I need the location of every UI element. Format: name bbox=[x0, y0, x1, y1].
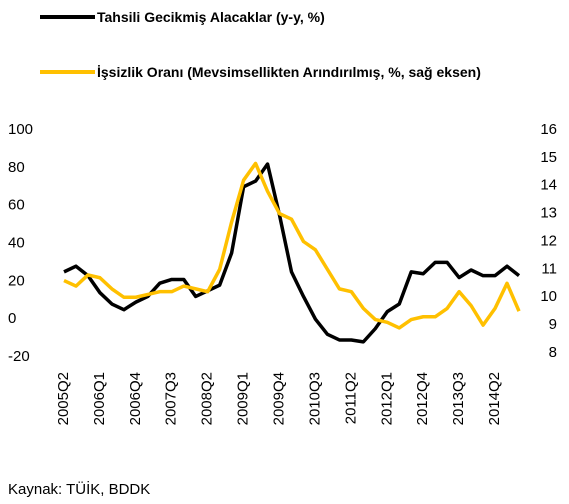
x-tick-label: 2011Q2 bbox=[342, 372, 359, 424]
x-tick-label: 2008Q2 bbox=[199, 372, 216, 425]
y-tick-label: 0 bbox=[8, 310, 16, 327]
y-tick-label: 20 bbox=[8, 272, 25, 289]
x-tick-label: 2006Q4 bbox=[127, 372, 144, 425]
y-tick-label: 80 bbox=[8, 159, 25, 176]
y2-tick-label: 15 bbox=[540, 149, 557, 166]
x-tick-label: 2014Q2 bbox=[486, 372, 503, 425]
source: Kaynak: TÜİK, BDDK bbox=[8, 480, 150, 498]
legend-label: İşsizlik Oranı (Mevsimsellikten Arındırı… bbox=[97, 64, 481, 80]
x-tick-label: 2007Q3 bbox=[163, 372, 180, 425]
y2-tick-label: 9 bbox=[549, 316, 557, 333]
y-tick-label: 40 bbox=[8, 234, 25, 251]
x-tick-label: 2010Q3 bbox=[306, 372, 323, 425]
series-line bbox=[63, 162, 521, 344]
x-tick-label: 2009Q1 bbox=[235, 372, 252, 425]
legend-label: Tahsili Gecikmiş Alacaklar (y-y, %) bbox=[97, 9, 325, 25]
y-tick-label: 100 bbox=[8, 121, 33, 138]
y2-tick-label: 16 bbox=[540, 121, 557, 138]
y-tick-label: 60 bbox=[8, 197, 25, 214]
y2-tick-label: 8 bbox=[549, 344, 557, 361]
x-tick-label: 2013Q3 bbox=[450, 372, 467, 425]
y2-tick-label: 10 bbox=[540, 288, 557, 305]
y2-tick-label: 12 bbox=[540, 232, 557, 249]
y2-tick-label: 11 bbox=[541, 260, 557, 277]
x-tick-label: 2012Q4 bbox=[414, 372, 431, 425]
x-tick-label: 2006Q1 bbox=[91, 372, 108, 425]
x-tick-label: 2005Q2 bbox=[55, 372, 72, 425]
y-tick-label: -20 bbox=[8, 348, 30, 365]
x-tick-label: 2009Q4 bbox=[270, 372, 287, 425]
x-tick-label: 2012Q1 bbox=[378, 372, 395, 425]
y2-tick-label: 13 bbox=[540, 205, 557, 222]
y2-tick-label: 14 bbox=[540, 177, 557, 194]
series-line bbox=[63, 161, 521, 330]
